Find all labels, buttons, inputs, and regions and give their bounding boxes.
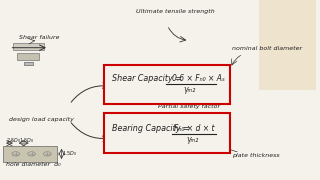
Text: Shear Capacity =: Shear Capacity =: [112, 74, 182, 83]
Text: Shear failure: Shear failure: [19, 35, 60, 40]
Text: plate thickness: plate thickness: [232, 153, 280, 158]
FancyBboxPatch shape: [3, 146, 57, 162]
Text: γₘ₂: γₘ₂: [183, 85, 195, 94]
Text: nominal bolt diameter: nominal bolt diameter: [232, 46, 302, 51]
Text: Partial safety factor: Partial safety factor: [158, 104, 220, 109]
Text: 2.5$D_0$: 2.5$D_0$: [6, 136, 22, 145]
Text: Fₙ₀ × d × t: Fₙ₀ × d × t: [173, 124, 214, 133]
Text: Bearing Capacity =: Bearing Capacity =: [112, 124, 190, 133]
Text: Ultimate tensile strength: Ultimate tensile strength: [136, 9, 214, 14]
FancyBboxPatch shape: [104, 113, 230, 153]
Text: 1.35: 1.35: [172, 112, 186, 117]
Text: γₘ₂: γₘ₂: [186, 135, 198, 144]
Text: 0.6 × Fₙ₀ × Aₛ: 0.6 × Fₙ₀ × Aₛ: [172, 74, 225, 83]
Text: 1.5$D_0$: 1.5$D_0$: [19, 136, 34, 145]
Text: 1.5$D_0$: 1.5$D_0$: [62, 149, 78, 158]
FancyBboxPatch shape: [17, 53, 39, 60]
Text: design load capacity: design load capacity: [10, 118, 74, 123]
FancyBboxPatch shape: [104, 65, 230, 104]
FancyBboxPatch shape: [12, 43, 44, 50]
FancyBboxPatch shape: [259, 0, 316, 90]
Text: hole diameter  d₀: hole diameter d₀: [6, 163, 61, 168]
FancyBboxPatch shape: [24, 62, 33, 65]
